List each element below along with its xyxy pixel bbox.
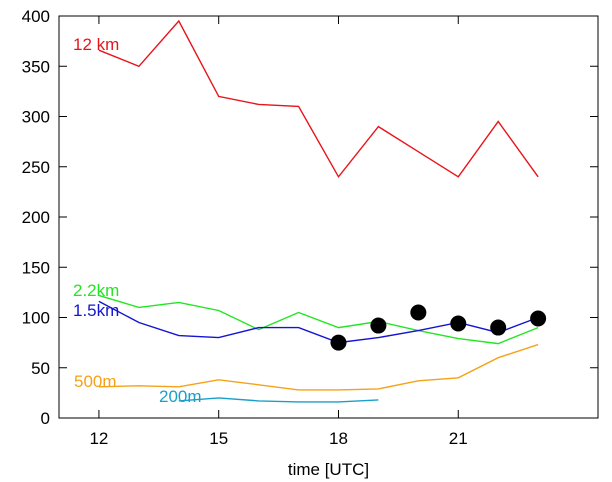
y-tick-label: 300 [22,108,50,127]
series-label-12-km: 12 km [73,35,119,54]
y-tick-label: 250 [22,158,50,177]
x-tick-label: 12 [89,429,108,448]
y-tick-label: 350 [22,57,50,76]
series-line-500m [98,343,539,391]
series-label-2.2km: 2.2km [73,281,119,300]
x-tick-label: 18 [329,429,348,448]
observation-point [410,304,427,321]
axes: 0 50 100 150 200 250 300 350 400 12 15 18 21 [22,7,599,448]
y-tick-label: 0 [41,409,50,428]
x-tick-label: 21 [449,429,468,448]
series-label-500m: 500m [74,372,117,391]
observation-point [530,310,547,327]
series-line-200m [178,397,379,403]
x-tick-label: 15 [209,429,228,448]
plot-points [330,304,547,351]
y-tick-label: 50 [31,359,50,378]
y-tick-label: 100 [22,309,50,328]
observation-point [450,315,467,332]
observation-point [330,334,347,351]
observation-point [370,317,387,334]
observation-point [490,319,507,336]
series-line-12-km [98,19,539,179]
series-line-2.2km [98,294,539,345]
y-tick-label: 150 [22,258,50,277]
series-label-1.5km: 1.5km [73,301,119,320]
y-tick-label: 200 [22,208,50,227]
plot-lines [98,19,539,403]
x-axis-title: time [UTC] [288,460,369,479]
series-label-200m: 200m [159,387,202,406]
y-tick-label: 400 [22,7,50,26]
